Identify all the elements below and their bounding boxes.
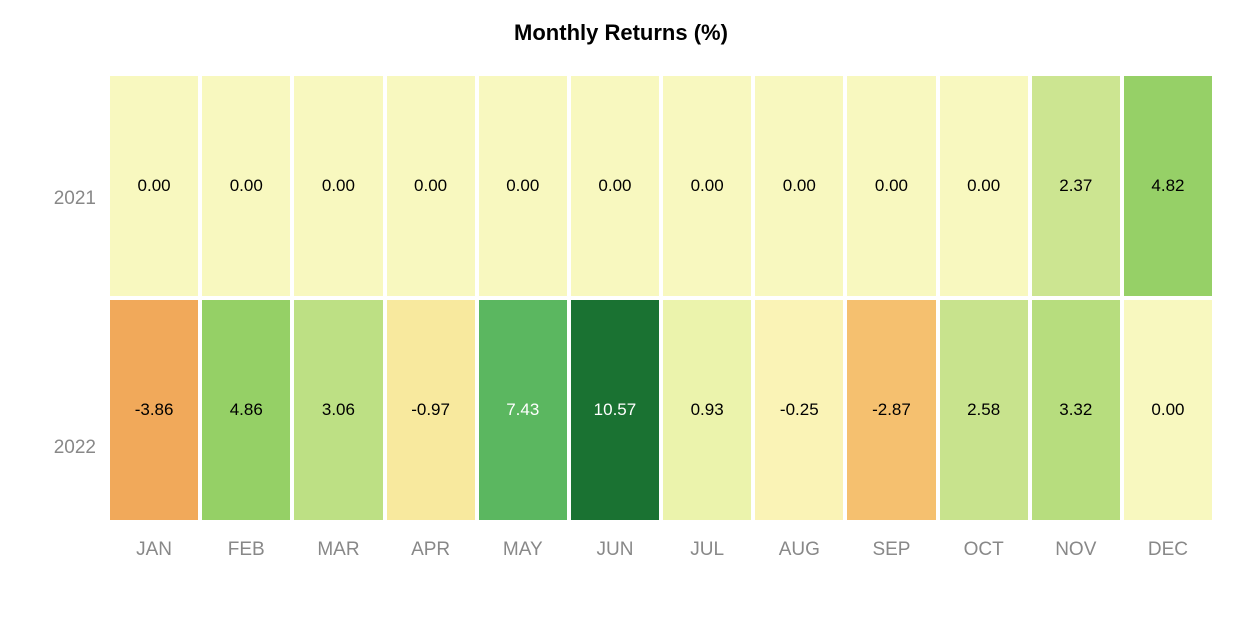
x-axis-label: FEB [202,539,290,561]
y-axis-labels: 2021 2022 [40,76,110,570]
heatmap-cell: 4.82 [1124,76,1212,296]
heatmap-cell: 10.57 [571,300,659,520]
x-axis-label: APR [387,539,475,561]
heatmap-row: -3.864.863.06-0.977.4310.570.93-0.25-2.8… [110,300,1212,520]
monthly-returns-heatmap: Monthly Returns (%) 20212022 0.000.000.0… [0,0,1242,618]
heatmap-row: 0.000.000.000.000.000.000.000.000.000.00… [110,76,1212,296]
heatmap-cell: 0.00 [294,76,382,296]
y-axis-label: 2021 [40,89,110,309]
heatmap-cell: -2.87 [847,300,935,520]
x-axis-label: OCT [940,539,1028,561]
heatmap-cell: 0.00 [110,76,198,296]
heatmap-cell: -0.97 [387,300,475,520]
x-axis-label: NOV [1032,539,1120,561]
heatmap-cell: 0.00 [387,76,475,296]
heatmap-cell: 3.32 [1032,300,1120,520]
heatmap-cell: 7.43 [479,300,567,520]
heatmap-cell: 0.00 [1124,300,1212,520]
heatmap-grid: 0.000.000.000.000.000.000.000.000.000.00… [110,76,1212,520]
x-axis-label: SEP [847,539,935,561]
x-axis-label: JUN [571,539,659,561]
chart-title: Monthly Returns (%) [0,20,1242,46]
x-axis-label: AUG [755,539,843,561]
x-axis-label: DEC [1124,539,1212,561]
chart-body: 20212022 0.000.000.000.000.000.000.000.0… [0,76,1242,570]
heatmap-cell: -3.86 [110,300,198,520]
x-axis-labels: JANFEBMARAPRMAYJUNJULAUGSEPOCTNOVDEC [110,530,1212,570]
heatmap-cell: 0.00 [847,76,935,296]
y-axis-label: 2022 [40,338,110,558]
heatmap-cell: 4.86 [202,300,290,520]
heatmap-cell: 0.00 [755,76,843,296]
x-axis-label: MAR [294,539,382,561]
x-axis-label: JUL [663,539,751,561]
heatmap-cell: 0.00 [479,76,567,296]
x-axis-label: MAY [479,539,567,561]
heatmap-cell: 0.00 [202,76,290,296]
heatmap-cell: 3.06 [294,300,382,520]
heatmap-cell: 0.93 [663,300,751,520]
heatmap-cell: 2.58 [940,300,1028,520]
heatmap-cell: 0.00 [663,76,751,296]
heatmap-cell: 0.00 [571,76,659,296]
heatmap-cell: -0.25 [755,300,843,520]
heatmap-cell: 2.37 [1032,76,1120,296]
x-axis-label: JAN [110,539,198,561]
heatmap-cell: 0.00 [940,76,1028,296]
grid-and-x: 0.000.000.000.000.000.000.000.000.000.00… [110,76,1212,570]
